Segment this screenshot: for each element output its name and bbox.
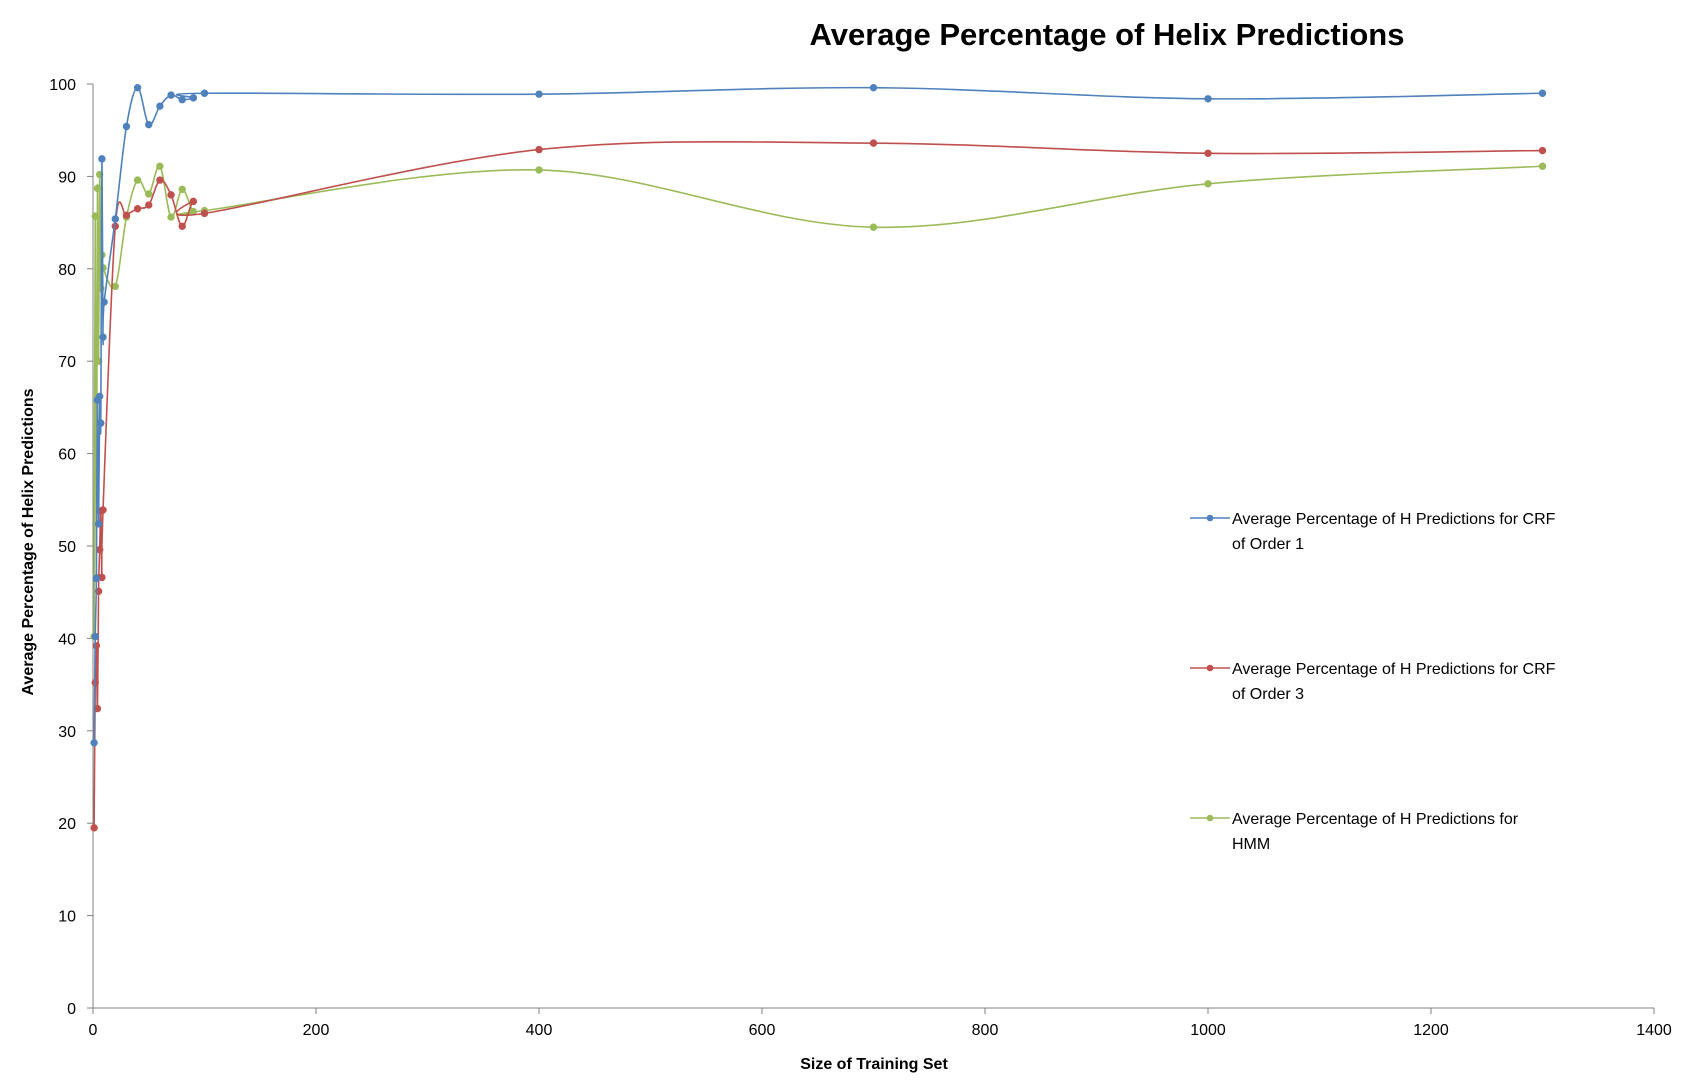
data-point <box>189 197 198 206</box>
data-point <box>167 91 175 99</box>
legend-label: of Order 1 <box>1232 536 1304 553</box>
legend-marker <box>1206 814 1214 822</box>
data-point <box>145 201 153 209</box>
data-point <box>94 520 103 528</box>
data-point <box>1204 149 1212 157</box>
data-point <box>1204 180 1212 188</box>
y-tick-label: 70 <box>58 354 76 371</box>
series-line <box>93 86 1543 743</box>
data-point <box>99 506 107 514</box>
data-point <box>92 574 101 583</box>
data-point <box>122 211 131 219</box>
x-tick-label: 1400 <box>1636 1022 1672 1039</box>
series-line <box>93 165 1543 637</box>
data-point <box>178 222 186 230</box>
data-point <box>200 89 209 97</box>
data-point <box>92 642 101 650</box>
data-point <box>869 139 878 147</box>
x-tick-label: 600 <box>749 1022 776 1039</box>
data-point <box>1538 162 1547 170</box>
legend-label: Average Percentage of H Predictions for <box>1232 811 1519 828</box>
data-point <box>189 94 198 102</box>
data-point <box>91 212 99 220</box>
data-point <box>98 155 106 163</box>
data-point <box>95 392 104 401</box>
data-point <box>1538 146 1547 155</box>
data-point <box>90 824 98 832</box>
legend-entry-1: Average Percentage of H Predictions for … <box>1190 511 1556 553</box>
y-tick-label: 100 <box>49 77 76 94</box>
y-tick-label: 10 <box>58 909 76 926</box>
y-tick-label: 80 <box>58 262 76 279</box>
data-point <box>1538 89 1547 97</box>
legend: Average Percentage of H Predictions for … <box>1190 511 1556 853</box>
data-point <box>178 96 186 104</box>
data-point <box>145 120 153 129</box>
y-tick-label: 30 <box>58 724 76 741</box>
data-point <box>100 298 108 306</box>
data-point <box>200 209 209 218</box>
data-point <box>133 83 142 92</box>
legend-label: Average Percentage of H Predictions for … <box>1232 511 1556 528</box>
data-point <box>535 166 543 174</box>
legend-entry-3: Average Percentage of H Predictions for H… <box>1190 811 1519 853</box>
data-point <box>167 191 175 199</box>
data-point <box>133 176 142 184</box>
data-point <box>97 419 105 427</box>
series-2 <box>90 139 1547 832</box>
legend-marker <box>1206 514 1214 522</box>
data-point <box>178 185 186 194</box>
y-axis-title: Average Percentage of Helix Predictions <box>20 388 37 695</box>
legend-entry-2: Average Percentage of H Predictions for … <box>1190 661 1556 703</box>
x-tick-label: 1200 <box>1413 1022 1449 1039</box>
x-axis-title: Size of Training Set <box>800 1056 948 1073</box>
series-line <box>93 140 1543 828</box>
data-point <box>90 739 98 747</box>
y-tick-label: 40 <box>58 631 76 648</box>
legend-label: HMM <box>1232 836 1270 853</box>
data-point <box>869 223 878 231</box>
data-point <box>91 632 99 641</box>
data-point <box>99 333 107 341</box>
data-point <box>535 145 543 154</box>
x-tick-label: 1000 <box>1190 1022 1226 1039</box>
data-point <box>94 357 103 365</box>
data-point <box>167 213 175 221</box>
series-layer <box>90 83 1547 832</box>
data-point <box>535 90 543 98</box>
data-point <box>145 190 153 198</box>
y-tick-label: 90 <box>58 169 76 186</box>
data-point <box>156 176 164 184</box>
data-point <box>869 83 878 92</box>
y-tick-label: 60 <box>58 447 76 464</box>
x-tick-label: 400 <box>526 1022 553 1039</box>
legend-label: Average Percentage of H Predictions for … <box>1232 661 1556 678</box>
data-point <box>95 545 104 554</box>
series-1 <box>90 83 1547 747</box>
data-point <box>133 205 142 213</box>
x-tick-label: 200 <box>303 1022 330 1039</box>
legend-marker <box>1206 664 1214 672</box>
y-tick-label: 0 <box>67 1001 76 1018</box>
legend-label: of Order 3 <box>1232 686 1304 703</box>
y-tick-label: 50 <box>58 539 76 556</box>
series-3 <box>90 162 1547 641</box>
x-tick-label: 0 <box>89 1022 98 1039</box>
data-point <box>156 102 164 110</box>
chart-title: Average Percentage of Helix Predictions <box>810 17 1405 52</box>
y-tick-label: 20 <box>58 816 76 833</box>
data-point <box>1204 95 1212 103</box>
x-tick-label: 800 <box>972 1022 999 1039</box>
data-point <box>93 184 102 193</box>
data-point <box>111 215 119 223</box>
data-point <box>111 282 119 291</box>
data-point <box>156 162 164 170</box>
data-point <box>122 122 131 131</box>
